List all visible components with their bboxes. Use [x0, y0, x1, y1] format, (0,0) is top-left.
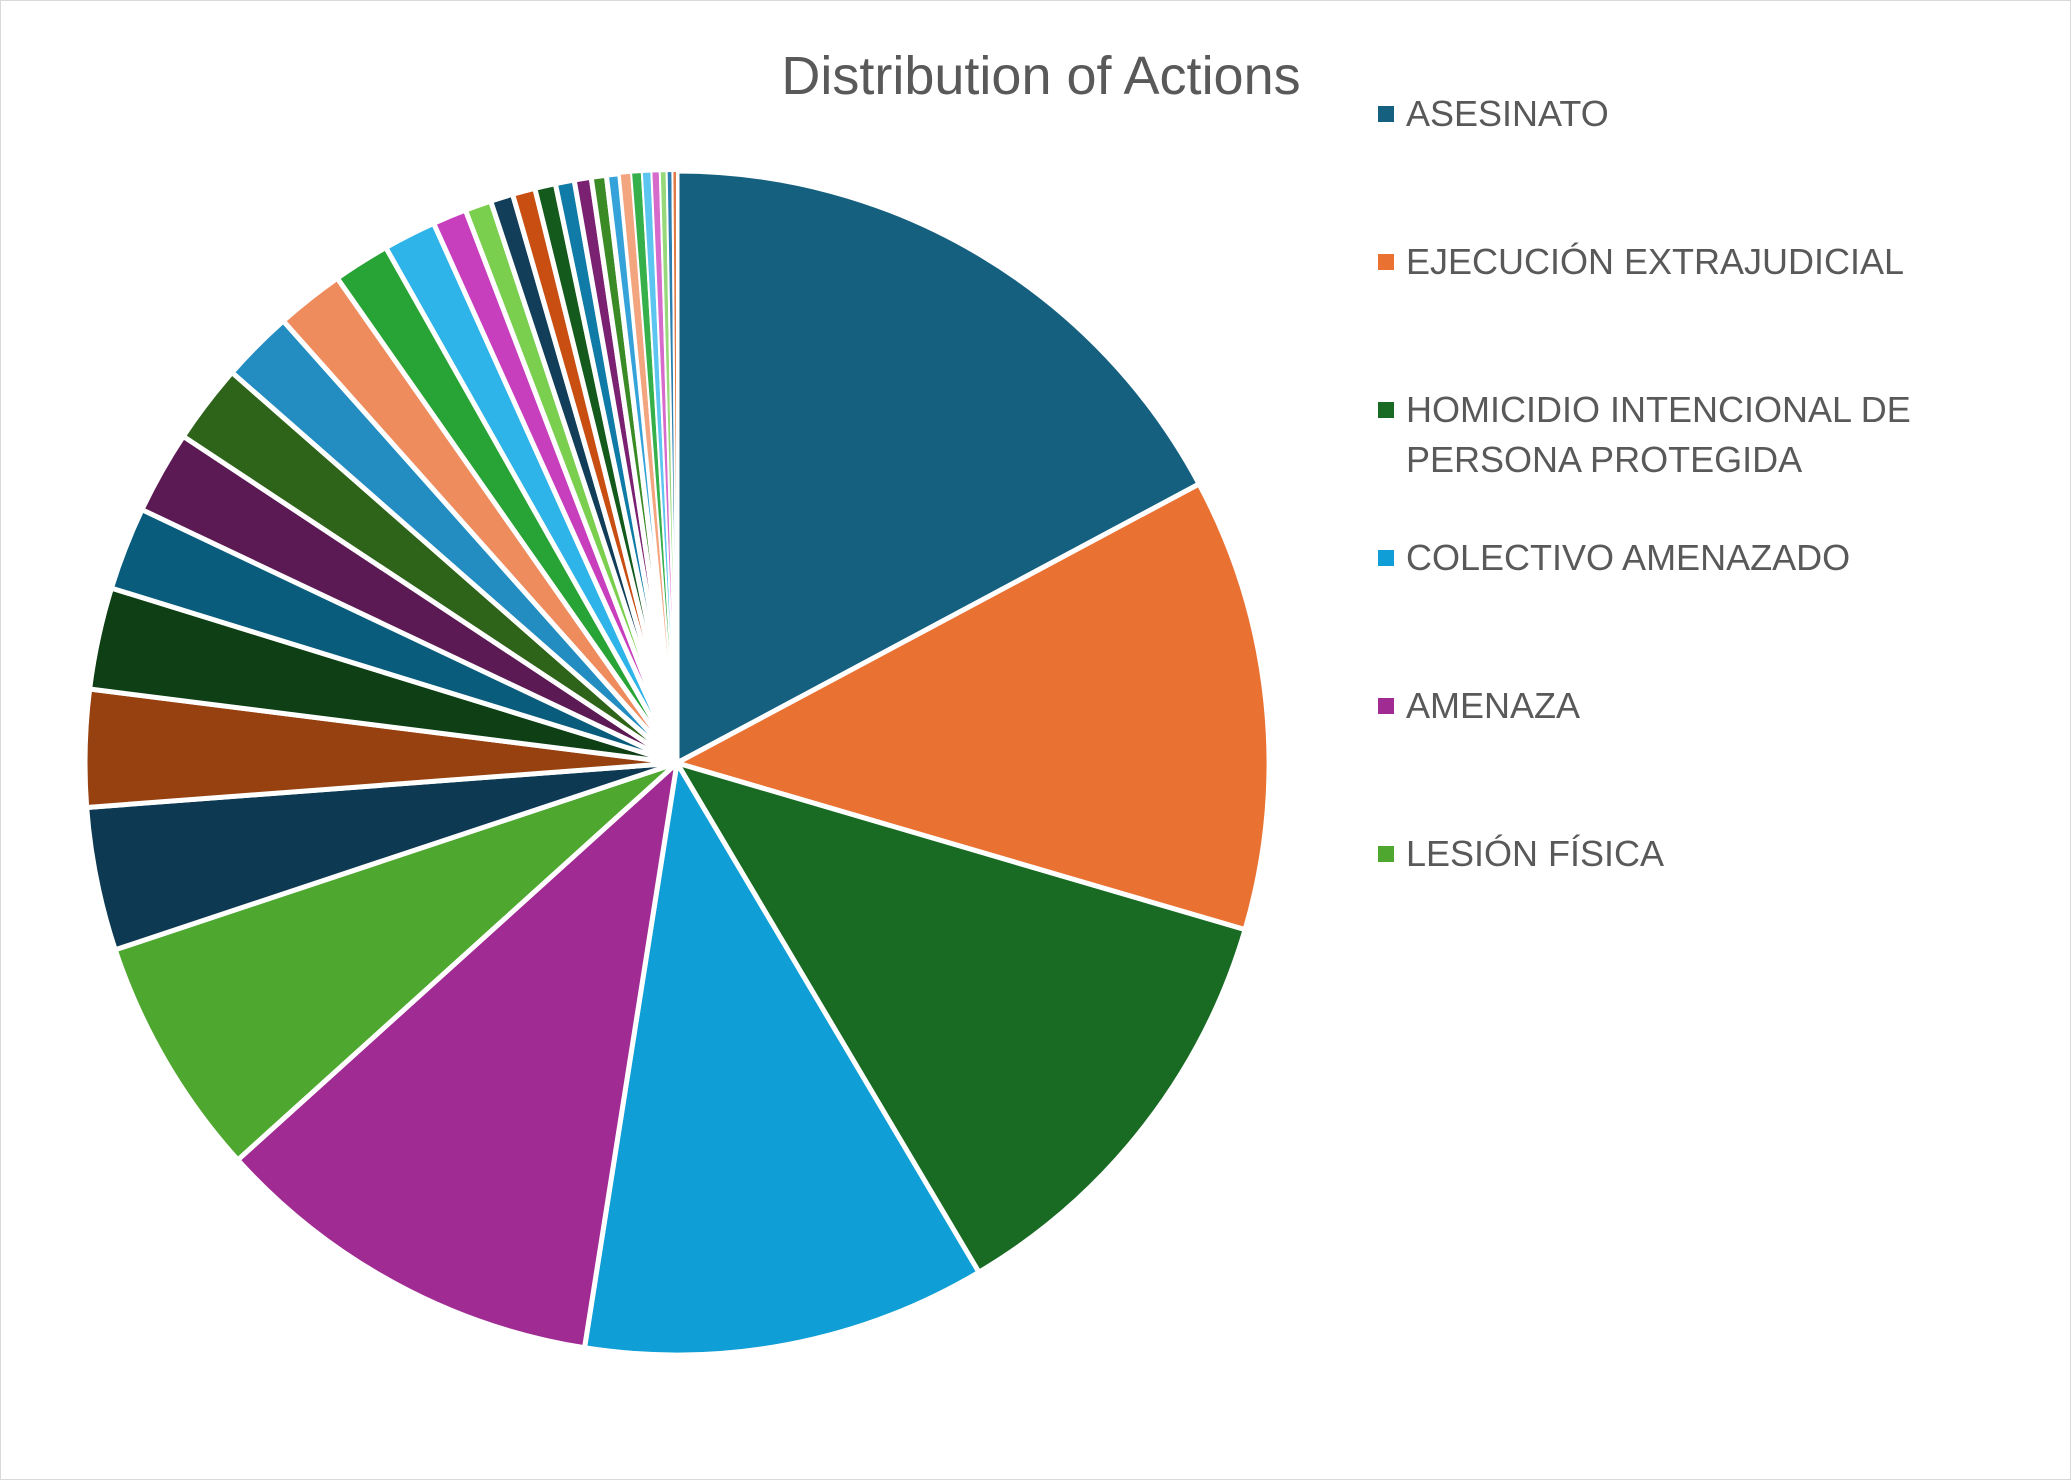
legend-swatch: [1378, 106, 1394, 122]
pie-slice-32: [671, 170, 678, 764]
pie-slice-4: [582, 760, 982, 1358]
legend-label: ASESINATO: [1406, 93, 1609, 134]
legend-label: AMENAZA: [1406, 685, 1581, 726]
legend-label: LESIÓN FÍSICA: [1406, 833, 1665, 874]
chart-title: Distribution of Actions: [781, 46, 1301, 106]
legend-swatch: [1378, 698, 1394, 714]
legend-swatch: [1378, 254, 1394, 270]
pie-slice-3: [674, 760, 1248, 1275]
legend-swatch: [1378, 846, 1394, 862]
pie-slice-1: [674, 168, 1202, 766]
legend-label: EJECUCIÓN EXTRAJUDICIAL: [1406, 241, 1905, 282]
legend-swatch: [1378, 402, 1394, 418]
pie-slice-6: [112, 760, 680, 1163]
pie-slice-5: [235, 760, 680, 1351]
legend-label: HOMICIDIO INTENCIONAL DE PERSONA PROTEGI…: [1406, 389, 1911, 480]
pie-slice-2: [674, 481, 1272, 933]
legend-swatch: [1378, 550, 1394, 566]
legend-label: COLECTIVO AMENAZADO: [1406, 537, 1851, 578]
